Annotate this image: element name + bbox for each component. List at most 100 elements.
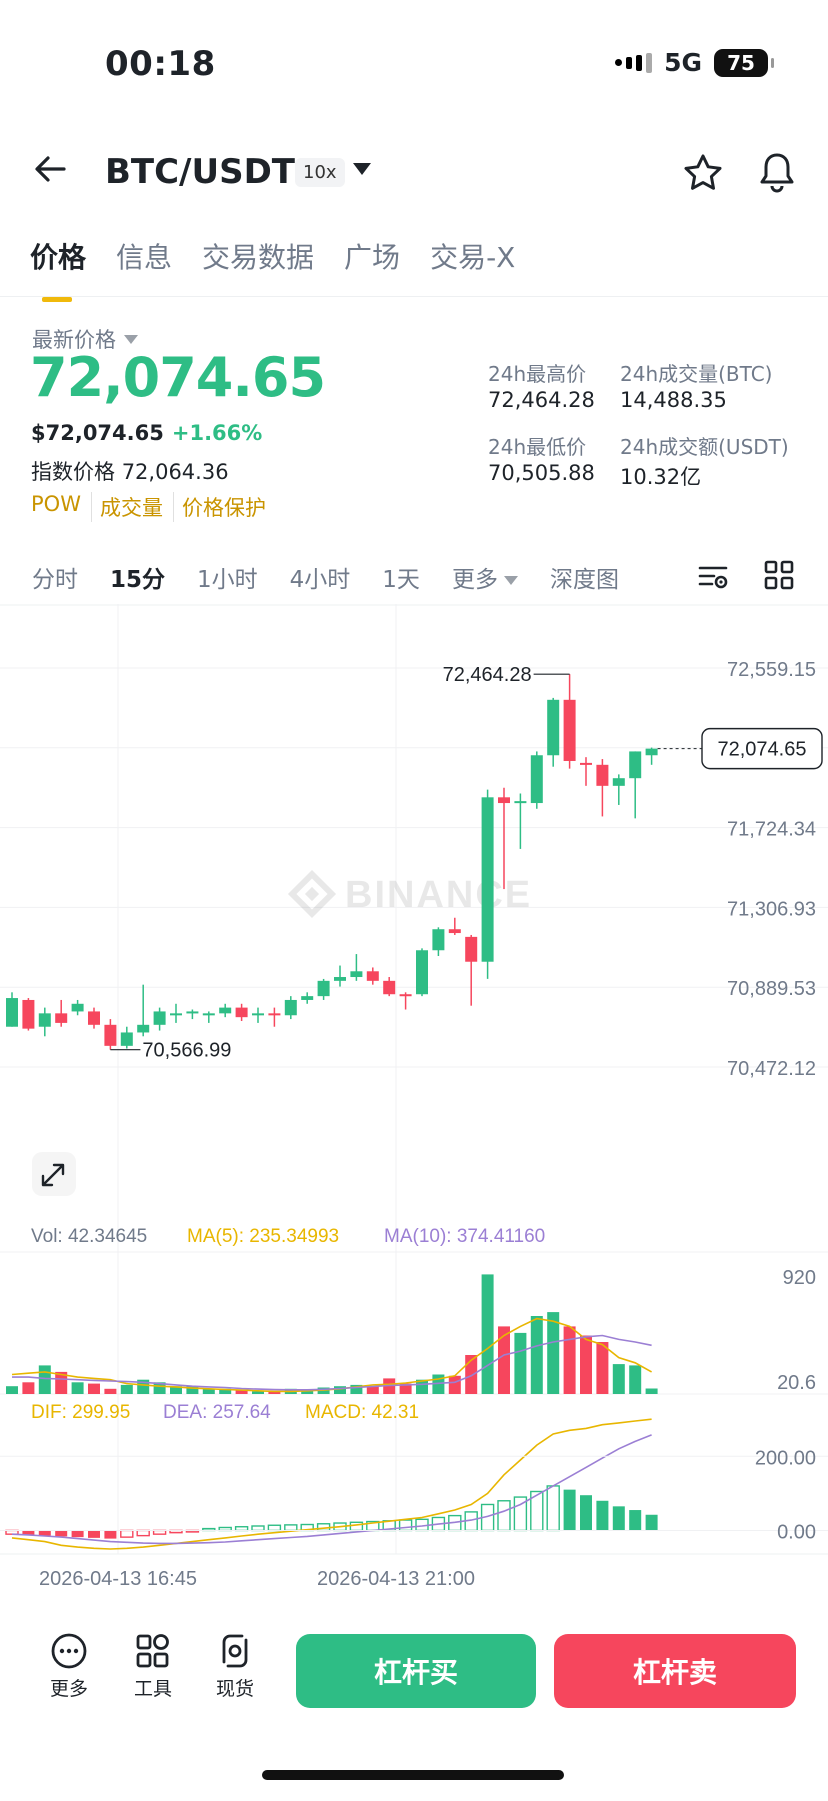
spot-button[interactable]: 现货: [216, 1632, 254, 1701]
volume-bar: [334, 1386, 346, 1394]
candle-body: [481, 797, 494, 962]
volume-bar: [481, 1274, 494, 1394]
volume-bar: [252, 1391, 264, 1394]
macd-bar: [251, 1525, 265, 1532]
trading-pair-title[interactable]: BTC/USDT: [105, 152, 295, 192]
candle-body: [334, 977, 346, 981]
macd-bar: [596, 1500, 609, 1531]
dea-label: DEA: 257.64: [163, 1402, 271, 1423]
tab-price[interactable]: 价格: [30, 236, 86, 302]
volume-ma10-line: [12, 1334, 652, 1391]
volume-bar: [71, 1382, 84, 1394]
last-price-label: 72,074.65: [718, 739, 807, 761]
candle-body: [252, 1013, 264, 1016]
watermark: BINANCE: [287, 869, 532, 919]
candles: [6, 674, 658, 1050]
tools-button[interactable]: 工具: [134, 1632, 172, 1701]
macd-bar: [645, 1514, 658, 1531]
timeframe-1h[interactable]: 1小时: [197, 567, 258, 593]
status-indicators: 5G 75: [615, 48, 774, 77]
latest-price-selector[interactable]: 最新价格: [32, 324, 138, 354]
vol-label: Vol: 42.34645: [31, 1226, 147, 1247]
timeframe-1d[interactable]: 1天: [382, 567, 420, 593]
candle-body: [612, 778, 625, 786]
volume-bar: [448, 1375, 461, 1394]
timeframe-4h[interactable]: 4小时: [289, 567, 351, 593]
tag-pow[interactable]: POW: [31, 492, 92, 522]
vol-btc-value: 14,488.35: [620, 388, 727, 412]
expand-icon: [41, 1163, 65, 1187]
volume-bar: [514, 1332, 527, 1394]
time-axis-labels: 2026-04-13 16:45 2026-04-13 21:00: [39, 1568, 475, 1590]
more-label: 更多: [50, 1678, 89, 1700]
volume-axis-label: 920: [783, 1267, 816, 1289]
candle-body: [153, 1011, 166, 1025]
expand-button[interactable]: [32, 1152, 76, 1196]
depth-chart-tab[interactable]: 深度图: [549, 567, 619, 593]
macd-bar: [22, 1530, 35, 1535]
volume-bar: [55, 1371, 68, 1394]
candle-body: [465, 936, 478, 962]
volume-bar: [38, 1365, 51, 1394]
tab-info[interactable]: 信息: [116, 241, 173, 274]
volume-bar: [6, 1386, 18, 1394]
vol-usdt-label: 24h成交额(USDT): [620, 435, 789, 459]
margin-buy-button[interactable]: 杠杆买: [296, 1634, 536, 1708]
price-chart[interactable]: BINANCE 72,559.1572,141.7471,724.3471,30…: [0, 604, 828, 1608]
macd-label: MACD: 42.31: [305, 1402, 419, 1423]
macd-bar: [234, 1526, 249, 1532]
macd-axis-label: 200.00: [755, 1447, 816, 1469]
candle-body: [596, 764, 609, 786]
macd-bar: [580, 1495, 592, 1531]
tab-trade-x[interactable]: 交易-X: [430, 241, 516, 274]
pair-dropdown-caret-icon[interactable]: [353, 163, 371, 175]
volume-bar: [563, 1326, 576, 1394]
tab-trading-data[interactable]: 交易数据: [202, 241, 315, 274]
volume-bar: [547, 1312, 560, 1394]
back-arrow-icon[interactable]: [30, 148, 72, 190]
star-icon[interactable]: [682, 152, 724, 194]
layout-grid-icon[interactable]: [764, 560, 794, 590]
low-marker-label: 70,566.99: [142, 1040, 231, 1062]
candle-body: [432, 929, 445, 951]
macd-bar: [88, 1530, 100, 1538]
volume-bar: [170, 1386, 182, 1394]
macd-bar: [563, 1489, 576, 1531]
home-indicator[interactable]: [262, 1770, 564, 1780]
tag-volume[interactable]: 成交量: [100, 492, 174, 522]
volume-bar: [22, 1382, 35, 1394]
chart-settings-icon[interactable]: [697, 560, 729, 592]
vol-ma5-label: MA(5): 235.34993: [187, 1226, 339, 1247]
volume-bar: [235, 1390, 248, 1394]
candle-body: [498, 797, 510, 804]
volume-bar: [629, 1365, 642, 1394]
watermark-text: BINANCE: [345, 874, 532, 916]
volume-bar: [120, 1384, 133, 1394]
bell-icon[interactable]: [756, 150, 798, 194]
candle-body: [219, 1007, 232, 1014]
dea-line: [11, 1434, 652, 1545]
timeframe-more[interactable]: 更多: [452, 560, 518, 594]
macd-axis-labels: 200.00 0.00: [0, 1447, 828, 1543]
signal-icon: [615, 52, 653, 73]
margin-sell-button[interactable]: 杠杆卖: [554, 1634, 796, 1708]
more-button[interactable]: 更多: [50, 1632, 88, 1701]
volume-bar: [399, 1383, 412, 1394]
leverage-badge[interactable]: 10x: [295, 158, 345, 187]
macd-bar: [398, 1519, 413, 1532]
price-axis-labels: 72,559.1572,141.7471,724.3471,306.9370,8…: [727, 659, 816, 1080]
timeframe-more-label: 更多: [451, 567, 498, 593]
tag-price-protection[interactable]: 价格保护: [181, 496, 266, 520]
candle-body: [399, 994, 412, 997]
volume-bars: [6, 1274, 658, 1394]
timeframe-line[interactable]: 分时: [32, 567, 78, 593]
volume-bar: [350, 1384, 363, 1394]
candle-body: [563, 699, 576, 761]
usd-price: $72,074.65: [31, 421, 164, 445]
price-axis-label: 70,889.53: [727, 978, 816, 1000]
status-time: 00:18: [105, 44, 216, 84]
volume-ma-lines: [11, 1317, 652, 1393]
timeframe-15m[interactable]: 15分: [110, 567, 166, 593]
volume-bar: [88, 1383, 100, 1394]
tab-square[interactable]: 广场: [344, 241, 401, 274]
